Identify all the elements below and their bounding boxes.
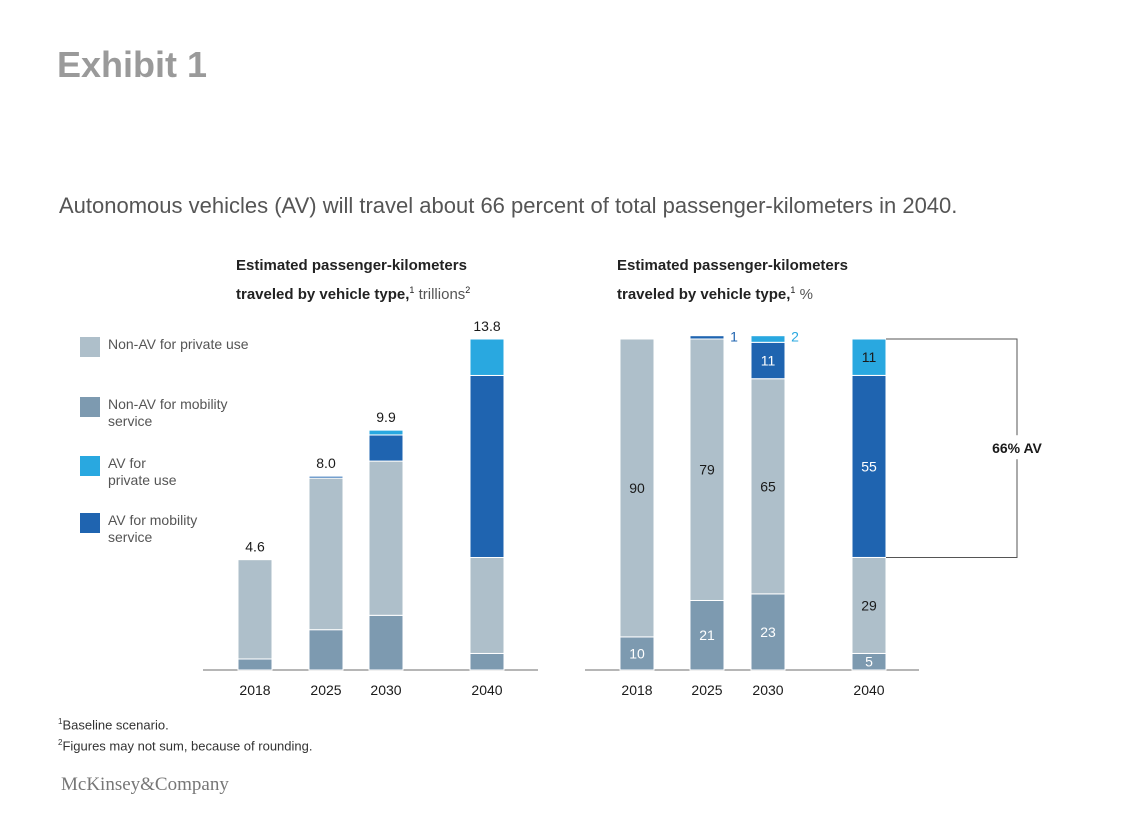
x-tick-label: 2030 [752, 682, 783, 698]
right-chart-title: Estimated passenger-kilometers traveled … [617, 257, 848, 303]
bar-segment [750, 335, 786, 343]
footnote-1: 1Baseline scenario. [58, 717, 169, 733]
bar-segment [368, 434, 404, 462]
bar-segment [689, 335, 725, 340]
bar-segment [308, 477, 344, 631]
data-label: 2 [791, 329, 799, 345]
x-tick-label: 2018 [239, 682, 270, 698]
legend-swatch [80, 456, 100, 476]
bar-segment [469, 652, 505, 671]
legend-swatch [80, 513, 100, 533]
chart-headline: Autonomous vehicles (AV) will travel abo… [59, 193, 958, 218]
bar-total-label: 13.8 [473, 318, 500, 334]
bar-segment [619, 338, 655, 638]
x-tick-label: 2025 [691, 682, 722, 698]
footnote-2: 2Figures may not sum, because of roundin… [58, 738, 313, 754]
bar-segment [689, 599, 725, 671]
x-tick-label: 2040 [853, 682, 884, 698]
bar-segment [308, 629, 344, 671]
x-tick-label: 2030 [370, 682, 401, 698]
x-tick-label: 2018 [621, 682, 652, 698]
brand-logo: McKinsey&Company [61, 774, 229, 795]
bar-total-label: 8.0 [316, 455, 336, 471]
data-label: 10 [629, 645, 645, 661]
exhibit-label: Exhibit 1 [57, 44, 208, 85]
data-label: 55 [861, 458, 877, 474]
bracket-label-bg [985, 435, 1049, 460]
bar-segment [689, 338, 725, 601]
data-label: 21 [699, 627, 715, 643]
legend-swatch [80, 397, 100, 417]
bar-segment [750, 593, 786, 671]
bar-segment [851, 374, 887, 558]
legend-label: AV for mobility service [108, 512, 198, 545]
data-label: 90 [629, 480, 645, 496]
bar-segment [368, 429, 404, 436]
bar-segment [619, 636, 655, 671]
data-label: 11 [761, 353, 776, 369]
bar-total-label: 9.9 [376, 409, 396, 425]
bar-segment [368, 460, 404, 616]
data-label: 79 [699, 462, 715, 478]
data-label: 65 [760, 478, 776, 494]
legend-swatch [80, 337, 100, 357]
data-label: 1 [730, 329, 738, 345]
bar-segment [851, 338, 887, 376]
x-tick-label: 2040 [471, 682, 502, 698]
bar-segment [750, 341, 786, 380]
bar-segment [237, 559, 273, 660]
bar-segment [237, 658, 273, 671]
data-label: 29 [861, 597, 877, 613]
bar-segment [368, 614, 404, 671]
x-tick-label: 2025 [310, 682, 341, 698]
left-chart-title: Estimated passenger-kilometers traveled … [236, 257, 471, 303]
bracket-label: 66% AV [992, 440, 1042, 456]
bar-segment [469, 557, 505, 654]
bar-total-label: 4.6 [245, 539, 265, 555]
legend-label: AV for private use [108, 455, 177, 488]
bar-segment [469, 374, 505, 559]
bar-segment [469, 338, 505, 376]
data-label: 5 [865, 654, 873, 670]
data-label: 23 [760, 624, 776, 640]
legend-label: Non-AV for private use [108, 336, 249, 352]
bar-segment [750, 378, 786, 595]
data-label: 11 [862, 349, 877, 365]
legend-label: Non-AV for mobility service [108, 396, 228, 429]
bar-segment [308, 475, 344, 479]
footnotes: 1Baseline scenario. 2Figures may not sum… [58, 713, 312, 756]
